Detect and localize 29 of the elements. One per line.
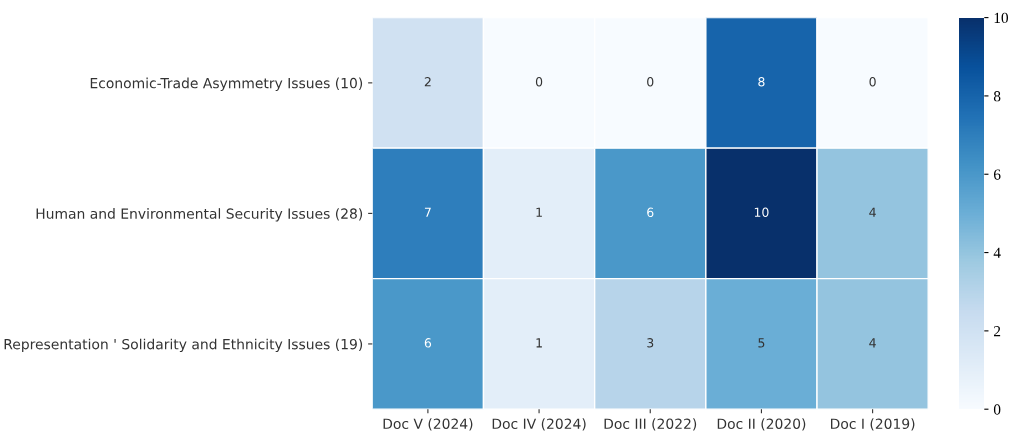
data-label: 5 <box>758 338 765 348</box>
data-label: 10 <box>754 207 769 218</box>
data-label: 6 <box>647 207 654 218</box>
color-bar-label: 6 <box>993 169 1001 180</box>
color-bar-label: 8 <box>993 91 1001 102</box>
y-tick-label: Representation ' Solidarity and Ethnicity Issues (19) <box>4 338 363 353</box>
color-bar-label: 4 <box>993 247 1001 258</box>
x-tick-label: Doc III (2022) <box>604 418 697 431</box>
data-label: 4 <box>869 207 876 217</box>
data-label: 4 <box>869 338 876 348</box>
y-tick-label: Human and Environmental Security Issues (28) <box>36 208 363 222</box>
x-tick-label: Doc IV (2024) <box>492 418 586 431</box>
data-label: 0 <box>535 77 543 87</box>
data-label: 6 <box>424 338 432 348</box>
color-bar-label: 0 <box>993 404 1001 415</box>
data-label: 1 <box>536 338 542 348</box>
data-label: 2 <box>424 77 431 87</box>
color-bar-label: 10 <box>994 12 1009 24</box>
y-tick-label: Economic-Trade Asymmetry Issues (10) <box>90 77 363 92</box>
data-label: 0 <box>869 77 876 87</box>
data-label: 0 <box>647 77 654 87</box>
x-tick-label: Doc II (2020) <box>717 418 806 431</box>
data-label: 3 <box>647 338 654 348</box>
x-tick-label: Doc V (2024) <box>383 418 473 431</box>
data-label: 7 <box>424 207 431 217</box>
data-label: 8 <box>758 77 765 87</box>
data-label: 1 <box>536 207 542 217</box>
x-tick-label: Doc I (2019) <box>831 418 915 431</box>
color-bar-label: 2 <box>994 326 1001 337</box>
